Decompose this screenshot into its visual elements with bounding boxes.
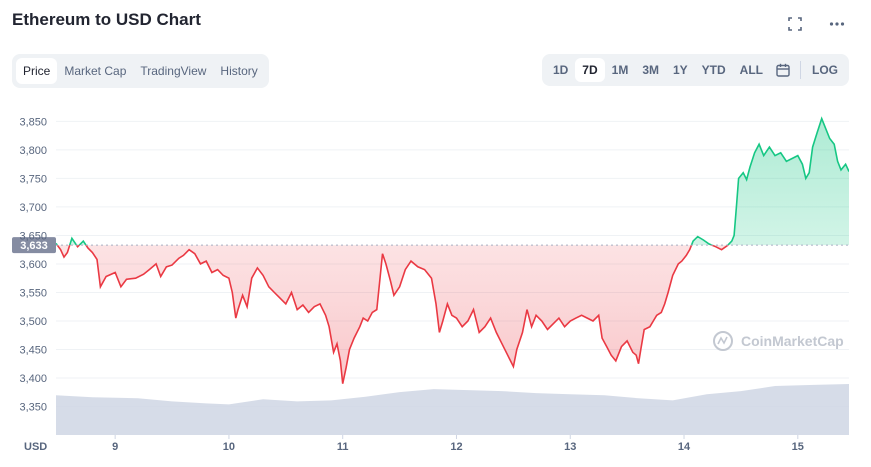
range-1m[interactable]: 1M <box>611 63 629 77</box>
x-tick-label: 9 <box>112 441 118 453</box>
coinmarketcap-logo-mark <box>717 336 728 345</box>
price-line-up <box>56 116 849 246</box>
y-tick-label: 3,550 <box>19 287 47 299</box>
range-1d[interactable]: 1D <box>552 63 569 77</box>
price-fill-up <box>56 118 849 246</box>
time-range-selector: 1D 7D 1M 3M 1Y YTD ALL LOG <box>541 54 849 86</box>
price-fill <box>56 118 849 384</box>
y-tick-label: 3,700 <box>19 202 47 214</box>
volume-area-shape <box>56 384 849 435</box>
volume-area <box>56 384 849 435</box>
reference-price-badge <box>12 237 56 254</box>
tab-history[interactable]: History <box>220 64 258 78</box>
y-tick-label: 3,400 <box>19 373 47 385</box>
top-icons <box>785 14 847 34</box>
range-divider <box>800 61 801 79</box>
x-tick-label: 11 <box>337 441 349 453</box>
x-tick-label: 10 <box>223 441 235 453</box>
price-line-down <box>56 245 729 384</box>
calendar-icon-glyph <box>776 63 790 77</box>
range-3m[interactable]: 3M <box>642 63 659 77</box>
x-tick-label: 13 <box>564 441 576 453</box>
calendar-icon[interactable] <box>770 63 796 77</box>
coinmarketcap-logo-icon <box>713 331 733 351</box>
watermark-text: CoinMarketCap <box>741 333 844 349</box>
x-tick-label: 12 <box>450 441 462 453</box>
y-axis: 3,850 3,800 3,750 3,700 3,650 3,600 3,550 3,500… <box>19 116 47 413</box>
y-tick-label: 3,650 <box>19 230 47 242</box>
y-tick-label: 3,600 <box>19 259 47 271</box>
tab-tradingview[interactable]: TradingView <box>140 64 207 78</box>
y-tick-label: 3,850 <box>19 116 47 128</box>
y-tick-label: 3,800 <box>19 145 47 157</box>
x-tick-label: 15 <box>792 441 804 453</box>
reference-line: 3,633 <box>12 237 849 254</box>
y-tick-label: 3,450 <box>19 344 47 356</box>
x-axis: USD 9 10 11 12 13 14 15 <box>24 435 804 453</box>
log-scale-toggle[interactable]: LOG <box>812 63 838 77</box>
tab-price[interactable]: Price <box>16 58 58 84</box>
fullscreen-icon[interactable] <box>785 14 805 34</box>
price-lines <box>56 116 849 384</box>
chart-type-tabs: Price Market Cap TradingView History <box>12 54 269 88</box>
fullscreen-icon-glyph <box>788 17 802 31</box>
reference-price-label: 3,633 <box>20 240 48 252</box>
range-all[interactable]: ALL <box>739 63 763 77</box>
watermark: CoinMarketCap <box>713 331 844 351</box>
y-tick-label: 3,750 <box>19 173 47 185</box>
y-tick-label: 3,350 <box>19 401 47 413</box>
price-fill-down <box>56 245 849 384</box>
tab-market-cap[interactable]: Market Cap <box>64 64 127 78</box>
range-ytd[interactable]: YTD <box>701 63 726 77</box>
more-options-icon-glyph <box>829 22 845 26</box>
chart-title: Ethereum to USD Chart <box>12 10 201 29</box>
more-options-icon[interactable] <box>827 14 847 34</box>
x-axis-unit-label: USD <box>24 441 47 453</box>
range-7d[interactable]: 7D <box>575 58 605 82</box>
x-tick-label: 14 <box>678 441 691 453</box>
y-tick-label: 3,500 <box>19 316 47 328</box>
range-1y[interactable]: 1Y <box>672 63 688 77</box>
